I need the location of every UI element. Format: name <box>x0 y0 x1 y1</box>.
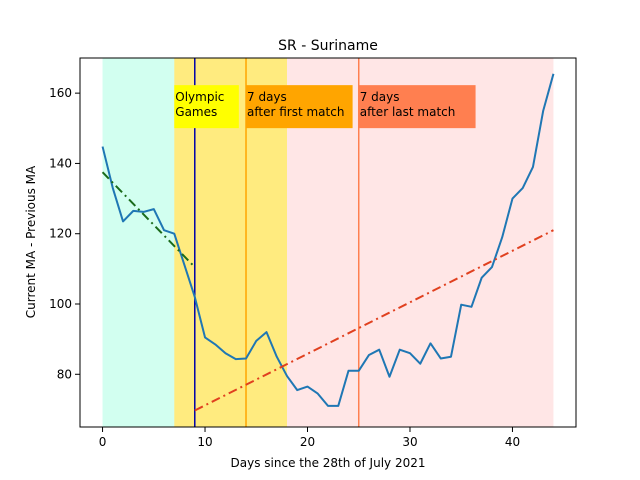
x-tick-label: 0 <box>99 435 107 449</box>
region-band-0 <box>102 58 175 427</box>
y-tick-label: 120 <box>49 227 72 241</box>
plot-frame <box>79 57 577 428</box>
y-tick-label: 140 <box>49 156 72 170</box>
y-axis-ticks: 80 100 120 140 160 <box>49 86 80 381</box>
annotation-text-line: after first match <box>247 105 344 119</box>
annotation-text-line: after last match <box>360 105 456 119</box>
y-tick-label: 160 <box>49 86 72 100</box>
annotation-box-1 <box>246 85 353 129</box>
annotation-box-2 <box>358 85 476 129</box>
annotation-text-1: 7 days after first match <box>247 90 344 119</box>
annotation-box-0 <box>174 85 239 129</box>
series-line <box>101 73 555 407</box>
chart-title: SR - Suriname <box>278 38 378 54</box>
annotation-text-2: 7 days after last match <box>360 90 456 119</box>
data-series <box>101 73 555 412</box>
annotation-text-line: 7 days <box>247 90 287 104</box>
annotation-text-0: Olympic Games <box>175 90 224 119</box>
x-tick-label: 20 <box>300 435 315 449</box>
x-axis-ticks: 0 10 20 30 40 <box>99 427 520 449</box>
trend-line-1 <box>101 171 196 268</box>
annotation-text-line: 7 days <box>360 90 400 104</box>
x-tick-label: 40 <box>505 435 520 449</box>
annotation-text-line: Olympic <box>175 90 224 104</box>
annotation-text-line: Games <box>175 105 217 119</box>
x-tick-label: 10 <box>197 435 212 449</box>
x-tick-label: 30 <box>402 435 417 449</box>
y-tick-label: 80 <box>57 367 72 381</box>
y-axis-label: Current MA - Previous MA <box>24 165 38 318</box>
y-tick-label: 100 <box>49 297 72 311</box>
x-axis-label: Days since the 28th of July 2021 <box>231 456 426 470</box>
